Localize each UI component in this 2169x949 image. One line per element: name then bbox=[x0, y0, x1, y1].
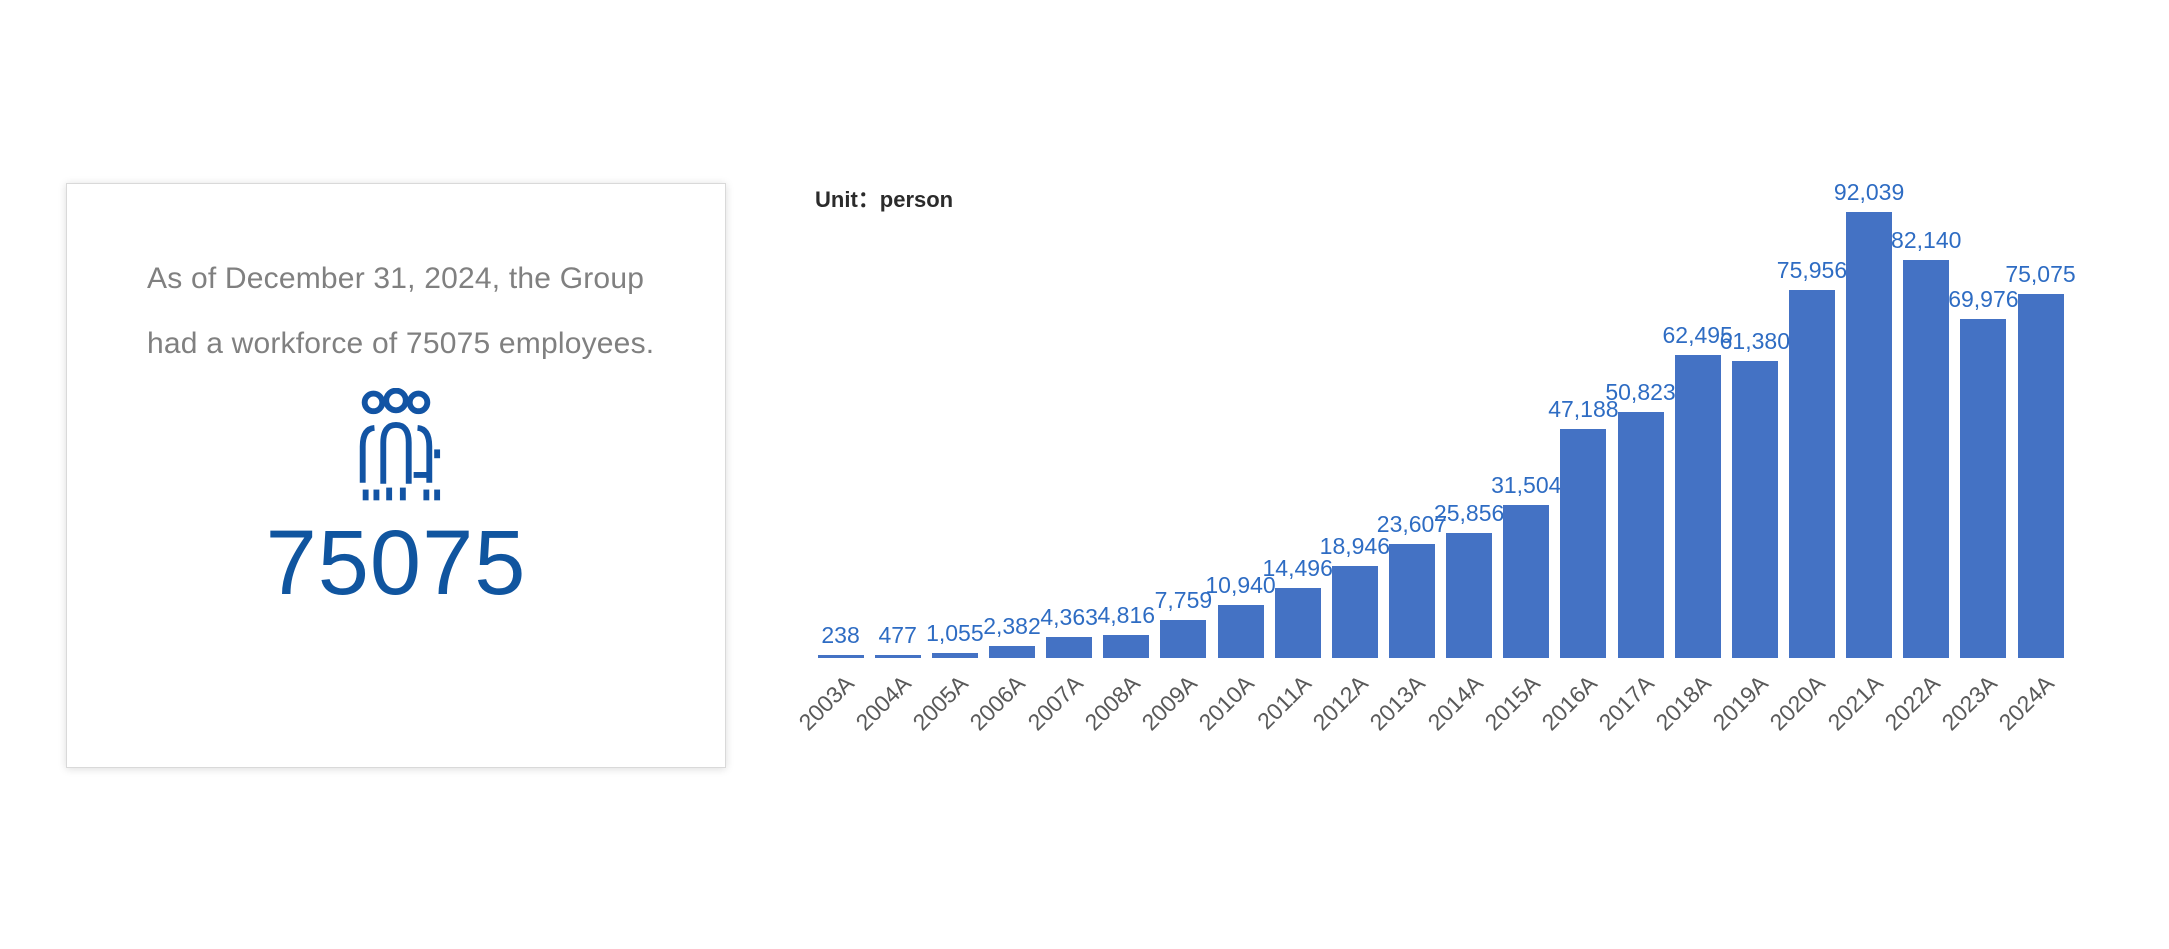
bar-value-label: 7,759 bbox=[1154, 587, 1213, 614]
bar-value-label: 1,055 bbox=[926, 619, 984, 646]
x-axis-label: 2019A bbox=[1707, 670, 1774, 736]
bar-value-label: 18,946 bbox=[1319, 533, 1391, 560]
bar-2019A[interactable] bbox=[1731, 360, 1778, 658]
people-group-icon bbox=[67, 388, 725, 503]
bar-value-label: 62,495 bbox=[1662, 322, 1733, 349]
bar-column: 2,382 2006A bbox=[965, 212, 1041, 735]
bar-value-label: 75,956 bbox=[1776, 256, 1848, 283]
bar-column: 31,504 2015A bbox=[1479, 212, 1561, 735]
bar-column: 62,495 2018A bbox=[1651, 212, 1733, 735]
x-axis-label: 2015A bbox=[1479, 670, 1545, 736]
x-axis-label: 2004A bbox=[850, 670, 917, 736]
bar-column: 23,607 2013A bbox=[1365, 212, 1447, 736]
bar-column: 50,823 2017A bbox=[1594, 212, 1676, 736]
unit-label: Unit：person bbox=[815, 187, 954, 212]
bar-column: 75,075 2024A bbox=[1993, 212, 2075, 735]
bar-value-label: 75,075 bbox=[2005, 261, 2076, 288]
summary-card: As of December 31, 2024, the Group had a… bbox=[66, 183, 726, 768]
bar-column: 14,496 2011A bbox=[1252, 212, 1333, 734]
x-axis-label: 2012A bbox=[1307, 670, 1374, 736]
x-axis-label: 2020A bbox=[1764, 670, 1831, 736]
bar-column: 92,039 2021A bbox=[1822, 179, 1904, 735]
x-axis-label: 2008A bbox=[1079, 670, 1145, 736]
bar-column: 1,055 2005A bbox=[908, 212, 984, 736]
bar-value-label: 61,380 bbox=[1719, 327, 1790, 354]
x-axis-label: 2011A bbox=[1251, 670, 1317, 735]
bar-value-label: 25,856 bbox=[1433, 499, 1505, 526]
bar-value-label: 50,823 bbox=[1605, 378, 1676, 405]
bar-2011A[interactable] bbox=[1274, 587, 1321, 658]
bar-2006A[interactable] bbox=[988, 646, 1035, 658]
bar-2010A[interactable] bbox=[1217, 605, 1264, 658]
bar-plot: 238 2003A 477 2004A 1,055 2005A 2,382 2006A 4,36… bbox=[794, 179, 2076, 736]
x-axis-label: 2018A bbox=[1650, 670, 1717, 736]
x-axis-label: 2024A bbox=[1993, 670, 2059, 736]
x-axis-label: 2005A bbox=[907, 670, 974, 736]
x-axis-label: 2021A bbox=[1822, 670, 1888, 736]
bar-column: 82,140 2022A bbox=[1879, 212, 1961, 735]
x-axis-label: 2014A bbox=[1422, 670, 1488, 736]
bar-column: 4,363 2007A bbox=[1022, 212, 1098, 736]
x-axis-label: 2009A bbox=[1136, 670, 1202, 736]
bar-2016A[interactable] bbox=[1560, 429, 1607, 658]
bar-column: 47,188 2016A bbox=[1536, 212, 1618, 735]
x-axis-label: 2017A bbox=[1593, 670, 1659, 736]
bar-value-label: 23,607 bbox=[1376, 510, 1448, 537]
bar-2018A[interactable] bbox=[1674, 355, 1721, 658]
bar-2022A[interactable] bbox=[1903, 259, 1950, 658]
bar-2015A[interactable] bbox=[1503, 505, 1550, 658]
bar-2017A[interactable] bbox=[1617, 411, 1664, 658]
x-axis-label: 2007A bbox=[1022, 670, 1088, 736]
bar-2013A[interactable] bbox=[1388, 543, 1435, 658]
bar-value-label: 238 bbox=[821, 622, 860, 648]
bar-2021A[interactable] bbox=[1846, 212, 1893, 658]
bar-value-label: 14,496 bbox=[1262, 554, 1333, 581]
bar-column: 10,940 2010A bbox=[1194, 212, 1276, 735]
bar-column: 75,956 2020A bbox=[1765, 212, 1847, 735]
x-axis-label: 2013A bbox=[1364, 670, 1431, 736]
bar-column: 477 2004A bbox=[851, 212, 926, 735]
x-axis-label: 2023A bbox=[1936, 670, 2002, 736]
x-axis-label: 2010A bbox=[1193, 670, 1259, 736]
bar-value-label: 10,940 bbox=[1205, 572, 1276, 598]
bar-2020A[interactable] bbox=[1788, 289, 1835, 658]
bar-column: 69,976 2023A bbox=[1936, 212, 2018, 735]
bar-column: 18,946 2012A bbox=[1308, 212, 1390, 735]
bar-value-label: 92,039 bbox=[1833, 179, 1905, 205]
bar-value-label: 477 bbox=[878, 622, 917, 648]
bar-2024A[interactable] bbox=[2017, 294, 2064, 658]
bar-2008A[interactable] bbox=[1103, 634, 1150, 658]
bar-2009A[interactable] bbox=[1160, 620, 1207, 658]
summary-text: As of December 31, 2024, the Group had a… bbox=[147, 262, 655, 360]
bar-value-label: 2,382 bbox=[983, 613, 1041, 640]
bar-value-label: 69,976 bbox=[1948, 285, 2019, 312]
bar-column: 4,816 2008A bbox=[1079, 212, 1156, 736]
bar-2004A[interactable] bbox=[874, 655, 921, 658]
x-axis-label: 2016A bbox=[1536, 670, 1602, 736]
bar-column: 7,759 2009A bbox=[1136, 212, 1213, 735]
bar-column: 238 2003A bbox=[794, 212, 869, 735]
x-axis-label: 2022A bbox=[1879, 670, 1945, 736]
bar-2007A[interactable] bbox=[1046, 636, 1093, 658]
bar-2012A[interactable] bbox=[1331, 566, 1378, 658]
bar-value-label: 4,363 bbox=[1040, 603, 1098, 630]
bar-value-label: 47,188 bbox=[1548, 396, 1619, 423]
bar-2023A[interactable] bbox=[1960, 318, 2007, 658]
employee-count: 75075 bbox=[265, 512, 527, 614]
x-axis-label: 2003A bbox=[793, 670, 859, 736]
bar-2005A[interactable] bbox=[931, 652, 978, 658]
bar-column: 25,856 2014A bbox=[1422, 212, 1504, 736]
bar-value-label: 82,140 bbox=[1891, 226, 1962, 253]
bar-2003A[interactable] bbox=[817, 655, 864, 658]
bar-2014A[interactable] bbox=[1446, 532, 1493, 658]
x-axis-label: 2006A bbox=[964, 670, 1031, 736]
bar-column: 61,380 2019A bbox=[1708, 212, 1790, 736]
bar-value-label: 4,816 bbox=[1097, 601, 1156, 628]
bar-value-label: 31,504 bbox=[1491, 472, 1562, 499]
